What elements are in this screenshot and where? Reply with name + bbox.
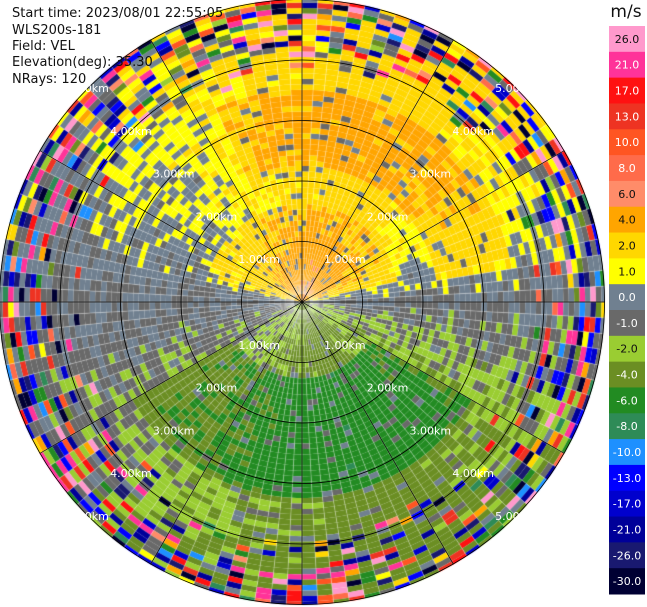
colorbar-segment — [609, 155, 645, 182]
azimuth-spoke — [150, 301, 303, 565]
range-label: 2.00km — [196, 382, 238, 395]
range-label: 5.00km — [495, 82, 537, 95]
start-time-label: Start time: 2023/08/01 22:55:05 — [12, 6, 224, 21]
colorbar-segment — [609, 258, 645, 285]
azimuth-spoke — [39, 301, 303, 454]
range-ring-overlay: 1.00km 1.00km 1.00km 1.00km 2.00km 2.00km 2.00… — [0, 0, 605, 605]
colorbar-tick-label: -10.0 — [613, 446, 641, 459]
range-label: 4.00km — [110, 125, 152, 138]
colorbar-tick-label: -26.0 — [613, 549, 641, 562]
colorbar-tick-label: 1.0 — [618, 265, 636, 278]
range-label: 4.00km — [110, 467, 152, 480]
colorbar-segment — [609, 568, 645, 595]
colorbar-tick-label: 10.0 — [615, 136, 640, 149]
nrays-label: NRays: 120 — [12, 72, 87, 87]
colorbar-tick-label: 8.0 — [618, 162, 636, 175]
azimuth-spoke — [301, 301, 565, 454]
colorbar-tick-label: -4.0 — [616, 369, 637, 382]
range-label: 5.00km — [67, 82, 109, 95]
ppi-scan-plot — [0, 0, 607, 607]
colorbar-tick-label: -8.0 — [616, 420, 637, 433]
colorbar-tick-label: 2.0 — [618, 239, 636, 252]
elevation-label: Elevation(deg): 35.30 — [12, 55, 153, 70]
azimuth-spoke — [301, 39, 454, 303]
colorbar-tick-label: 4.0 — [618, 214, 636, 227]
colorbar-tick-label: 6.0 — [618, 188, 636, 201]
colorbar-tick-label: 13.0 — [615, 110, 640, 123]
colorbar-tick-label: 17.0 — [615, 85, 640, 98]
colorbar-segment — [609, 490, 645, 518]
range-label: 3.00km — [410, 424, 452, 437]
colorbar-segment — [609, 387, 645, 414]
range-label: 1.00km — [324, 253, 366, 266]
range-label: 1.00km — [238, 253, 280, 266]
colorbar-tick-label: -13.0 — [613, 472, 641, 485]
colorbar-segment — [609, 206, 645, 234]
colorbar-segment — [609, 439, 645, 466]
azimuth-spoke — [39, 150, 303, 303]
colorbar-title: m/s — [610, 2, 641, 22]
colorbar-segment — [609, 464, 645, 492]
range-label: 4.00km — [452, 125, 494, 138]
azimuth-spoke — [301, 301, 454, 565]
colorbar-tick-label: 0.0 — [618, 291, 636, 304]
range-label: 3.00km — [153, 168, 195, 181]
colorbar-segment — [609, 542, 645, 569]
range-label: 1.00km — [238, 339, 280, 352]
colorbar-segment — [609, 232, 645, 259]
range-label: 5.00km — [495, 510, 537, 523]
range-label: 4.00km — [452, 467, 494, 480]
range-label: 5.00km — [67, 510, 109, 523]
colorbar-tick-label: -6.0 — [616, 394, 637, 407]
colorbar-tick-label: -30.0 — [613, 575, 641, 588]
colorbar-segment — [609, 361, 645, 388]
colorbar-tick-label: -2.0 — [616, 343, 637, 356]
colorbar: m/s 26.0 21.0 17.0 13.0 10.0 8.0 6.0 4.0 2.0 1.0 0… — [609, 2, 645, 595]
colorbar-segment — [609, 516, 645, 543]
colorbar-segment — [609, 310, 645, 337]
range-label: 2.00km — [367, 382, 409, 395]
colorbar-segment — [609, 103, 645, 130]
colorbar-tick-label: -1.0 — [616, 317, 637, 330]
colorbar-segment — [609, 413, 645, 440]
colorbar-tick-label: 26.0 — [615, 33, 640, 46]
range-label: 2.00km — [367, 210, 409, 223]
colorbar-tick-label: -17.0 — [613, 498, 641, 511]
colorbar-segment — [609, 77, 645, 104]
colorbar-tick-label: 21.0 — [615, 59, 640, 72]
range-label: 3.00km — [153, 424, 195, 437]
range-label: 2.00km — [196, 210, 238, 223]
colorbar-segment — [609, 26, 645, 53]
colorbar-segment — [609, 284, 645, 311]
colorbar-segment — [609, 129, 645, 156]
colorbar-segment — [609, 335, 645, 363]
range-label: 1.00km — [324, 339, 366, 352]
azimuth-spoke — [150, 39, 303, 303]
colorbar-segment — [609, 180, 645, 208]
colorbar-segment — [609, 51, 645, 79]
station-label: WLS200s-181 — [12, 23, 102, 38]
colorbar-tick-label: -21.0 — [613, 523, 641, 536]
field-label: Field: VEL — [12, 39, 75, 54]
range-label: 3.00km — [410, 168, 452, 181]
azimuth-spoke — [301, 150, 565, 303]
